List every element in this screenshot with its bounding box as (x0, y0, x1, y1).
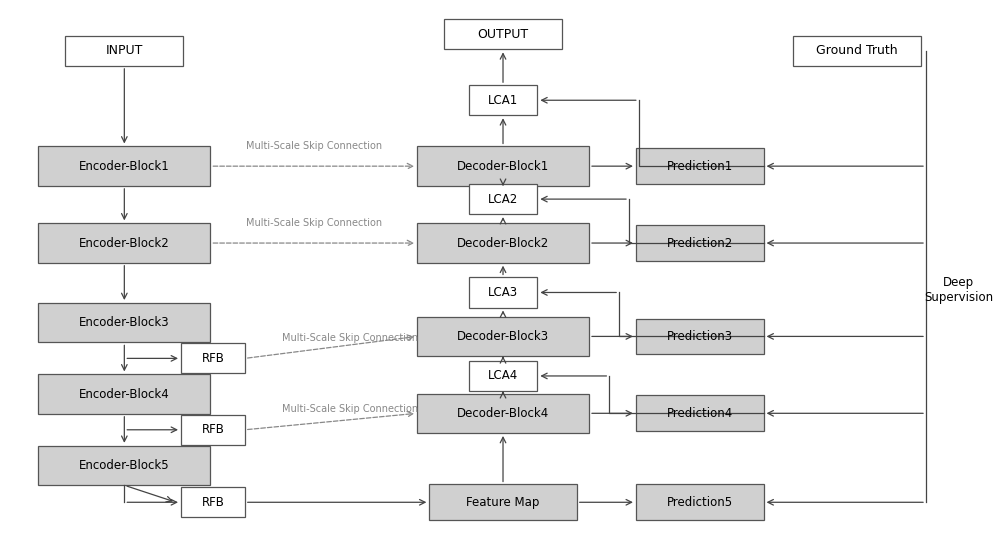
Text: Feature Map: Feature Map (466, 496, 540, 509)
Text: Encoder-Block4: Encoder-Block4 (79, 388, 170, 401)
Text: Decoder-Block1: Decoder-Block1 (457, 160, 549, 173)
FancyBboxPatch shape (38, 445, 210, 485)
Text: Decoder-Block3: Decoder-Block3 (457, 330, 549, 343)
Text: Prediction4: Prediction4 (667, 407, 733, 420)
FancyBboxPatch shape (444, 19, 562, 50)
FancyBboxPatch shape (38, 146, 210, 186)
FancyBboxPatch shape (38, 223, 210, 263)
FancyBboxPatch shape (429, 485, 577, 520)
FancyBboxPatch shape (469, 361, 537, 391)
Text: Multi-Scale Skip Connection: Multi-Scale Skip Connection (282, 405, 419, 415)
Text: OUTPUT: OUTPUT (477, 28, 529, 41)
Text: RFB: RFB (201, 352, 224, 365)
FancyBboxPatch shape (469, 184, 537, 214)
FancyBboxPatch shape (417, 146, 589, 186)
FancyBboxPatch shape (181, 487, 245, 517)
Text: Prediction3: Prediction3 (667, 330, 733, 343)
Text: LCA1: LCA1 (488, 94, 518, 107)
FancyBboxPatch shape (469, 277, 537, 307)
FancyBboxPatch shape (469, 85, 537, 115)
Text: LCA3: LCA3 (488, 286, 518, 299)
FancyBboxPatch shape (636, 225, 764, 261)
FancyBboxPatch shape (181, 415, 245, 445)
Text: Encoder-Block5: Encoder-Block5 (79, 459, 170, 472)
Text: Encoder-Block2: Encoder-Block2 (79, 237, 170, 250)
Text: Deep
Supervision: Deep Supervision (924, 276, 993, 304)
Text: Prediction1: Prediction1 (667, 160, 733, 173)
Text: RFB: RFB (201, 496, 224, 509)
Text: RFB: RFB (201, 423, 224, 436)
FancyBboxPatch shape (38, 374, 210, 414)
Text: Encoder-Block3: Encoder-Block3 (79, 316, 170, 329)
Text: Encoder-Block1: Encoder-Block1 (79, 160, 170, 173)
Text: Prediction5: Prediction5 (667, 496, 733, 509)
FancyBboxPatch shape (636, 319, 764, 354)
Text: Decoder-Block2: Decoder-Block2 (457, 237, 549, 250)
FancyBboxPatch shape (636, 148, 764, 184)
Text: Multi-Scale Skip Connection: Multi-Scale Skip Connection (246, 141, 382, 151)
Text: INPUT: INPUT (106, 44, 143, 57)
Text: Prediction2: Prediction2 (667, 237, 733, 250)
FancyBboxPatch shape (181, 343, 245, 374)
FancyBboxPatch shape (417, 317, 589, 356)
Text: LCA4: LCA4 (488, 369, 518, 383)
FancyBboxPatch shape (65, 36, 183, 66)
Text: Multi-Scale Skip Connection: Multi-Scale Skip Connection (246, 217, 382, 227)
FancyBboxPatch shape (417, 223, 589, 263)
FancyBboxPatch shape (38, 303, 210, 342)
FancyBboxPatch shape (636, 485, 764, 520)
FancyBboxPatch shape (793, 36, 921, 66)
Text: Decoder-Block4: Decoder-Block4 (457, 407, 549, 420)
Text: LCA2: LCA2 (488, 193, 518, 205)
FancyBboxPatch shape (636, 395, 764, 431)
FancyBboxPatch shape (417, 394, 589, 433)
Text: Multi-Scale Skip Connection: Multi-Scale Skip Connection (282, 333, 419, 343)
Text: Ground Truth: Ground Truth (816, 44, 898, 57)
